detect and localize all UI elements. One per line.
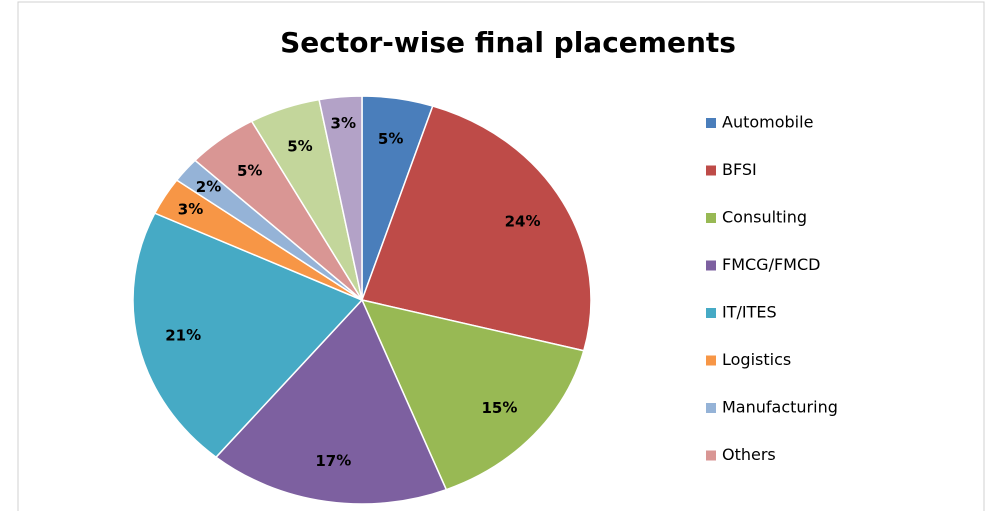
label-value: 5 [378, 129, 388, 147]
data-label: 15% [481, 398, 517, 416]
data-label: 3% [331, 114, 356, 132]
data-label: 5% [287, 137, 312, 155]
pie-slice [214, 298, 448, 505]
legend-swatch [706, 213, 716, 223]
pie-slice [360, 298, 585, 491]
label-value: 3 [331, 114, 341, 132]
pie-slice [318, 95, 363, 301]
data-label: 24% [505, 212, 541, 230]
pie-slice [132, 212, 364, 459]
data-label: 3% [178, 200, 203, 218]
data-label: 5% [378, 129, 403, 147]
legend-label: Logistics [722, 350, 791, 369]
legend-swatch [706, 403, 716, 413]
label-value: 2 [196, 177, 206, 195]
data-label: 2% [196, 177, 221, 195]
legend-swatch [706, 308, 716, 318]
legend-swatch [706, 260, 716, 271]
label-value: 15 [481, 398, 502, 416]
legend-label: FMCG/FMCD [722, 255, 820, 274]
label-value: 5 [237, 162, 247, 180]
data-label: 5% [237, 162, 262, 180]
legend-label: BFSI [722, 160, 757, 179]
legend-label: Automobile [722, 113, 813, 132]
legend-swatch [706, 355, 716, 366]
label-value: 17 [315, 452, 336, 470]
legend-label: Consulting [722, 208, 807, 227]
legend-swatch [706, 450, 716, 461]
data-label: 21% [165, 326, 201, 344]
legend-swatch [706, 118, 716, 128]
chart-title: Sector-wise final placements [280, 26, 736, 59]
label-value: 21 [165, 326, 186, 344]
label-value: 3 [178, 200, 188, 218]
legend-label: IT/ITES [722, 303, 777, 322]
label-value: 24 [505, 212, 526, 230]
legend-swatch [706, 165, 716, 176]
data-label: 17% [315, 452, 351, 470]
label-value: 5 [287, 137, 297, 155]
legend-label: Manufacturing [722, 398, 838, 417]
legend-label: Others [722, 445, 776, 464]
pie-slice [361, 105, 592, 352]
